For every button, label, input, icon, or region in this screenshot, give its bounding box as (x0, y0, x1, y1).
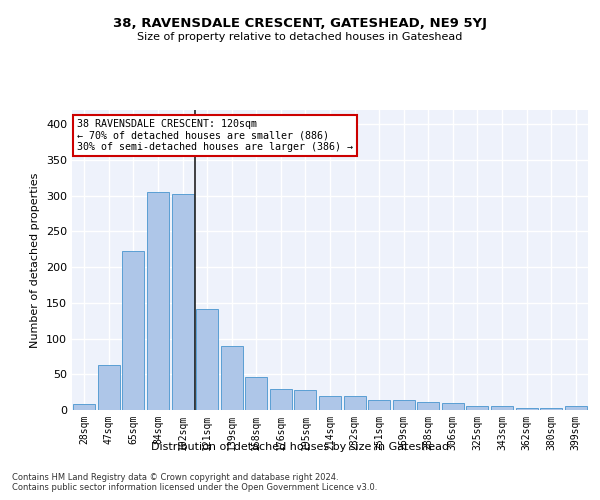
Text: Contains public sector information licensed under the Open Government Licence v3: Contains public sector information licen… (12, 484, 377, 492)
Bar (392, 400, 415, 410)
Bar (540, 408, 562, 410)
Text: Size of property relative to detached houses in Gateshead: Size of property relative to detached ho… (137, 32, 463, 42)
Bar (172, 194, 194, 410)
Bar (565, 406, 587, 410)
Bar (122, 252, 145, 410)
Bar (515, 408, 538, 410)
Y-axis label: Number of detached properties: Number of detached properties (31, 172, 40, 348)
Bar (344, 396, 365, 410)
Bar (221, 346, 243, 410)
Bar (245, 377, 268, 410)
Bar (295, 390, 316, 410)
Bar (442, 403, 464, 410)
Text: 38, RAVENSDALE CRESCENT, GATESHEAD, NE9 5YJ: 38, RAVENSDALE CRESCENT, GATESHEAD, NE9 … (113, 18, 487, 30)
Bar (417, 402, 439, 410)
Bar (466, 406, 488, 410)
Bar (147, 192, 169, 410)
Bar (319, 396, 341, 410)
Text: Distribution of detached houses by size in Gateshead: Distribution of detached houses by size … (151, 442, 449, 452)
Bar (368, 400, 390, 410)
Bar (196, 310, 218, 410)
Bar (270, 388, 292, 410)
Text: 38 RAVENSDALE CRESCENT: 120sqm
← 70% of detached houses are smaller (886)
30% of: 38 RAVENSDALE CRESCENT: 120sqm ← 70% of … (77, 119, 353, 152)
Text: Contains HM Land Registry data © Crown copyright and database right 2024.: Contains HM Land Registry data © Crown c… (12, 472, 338, 482)
Bar (73, 404, 95, 410)
Bar (98, 365, 120, 410)
Bar (491, 406, 513, 410)
